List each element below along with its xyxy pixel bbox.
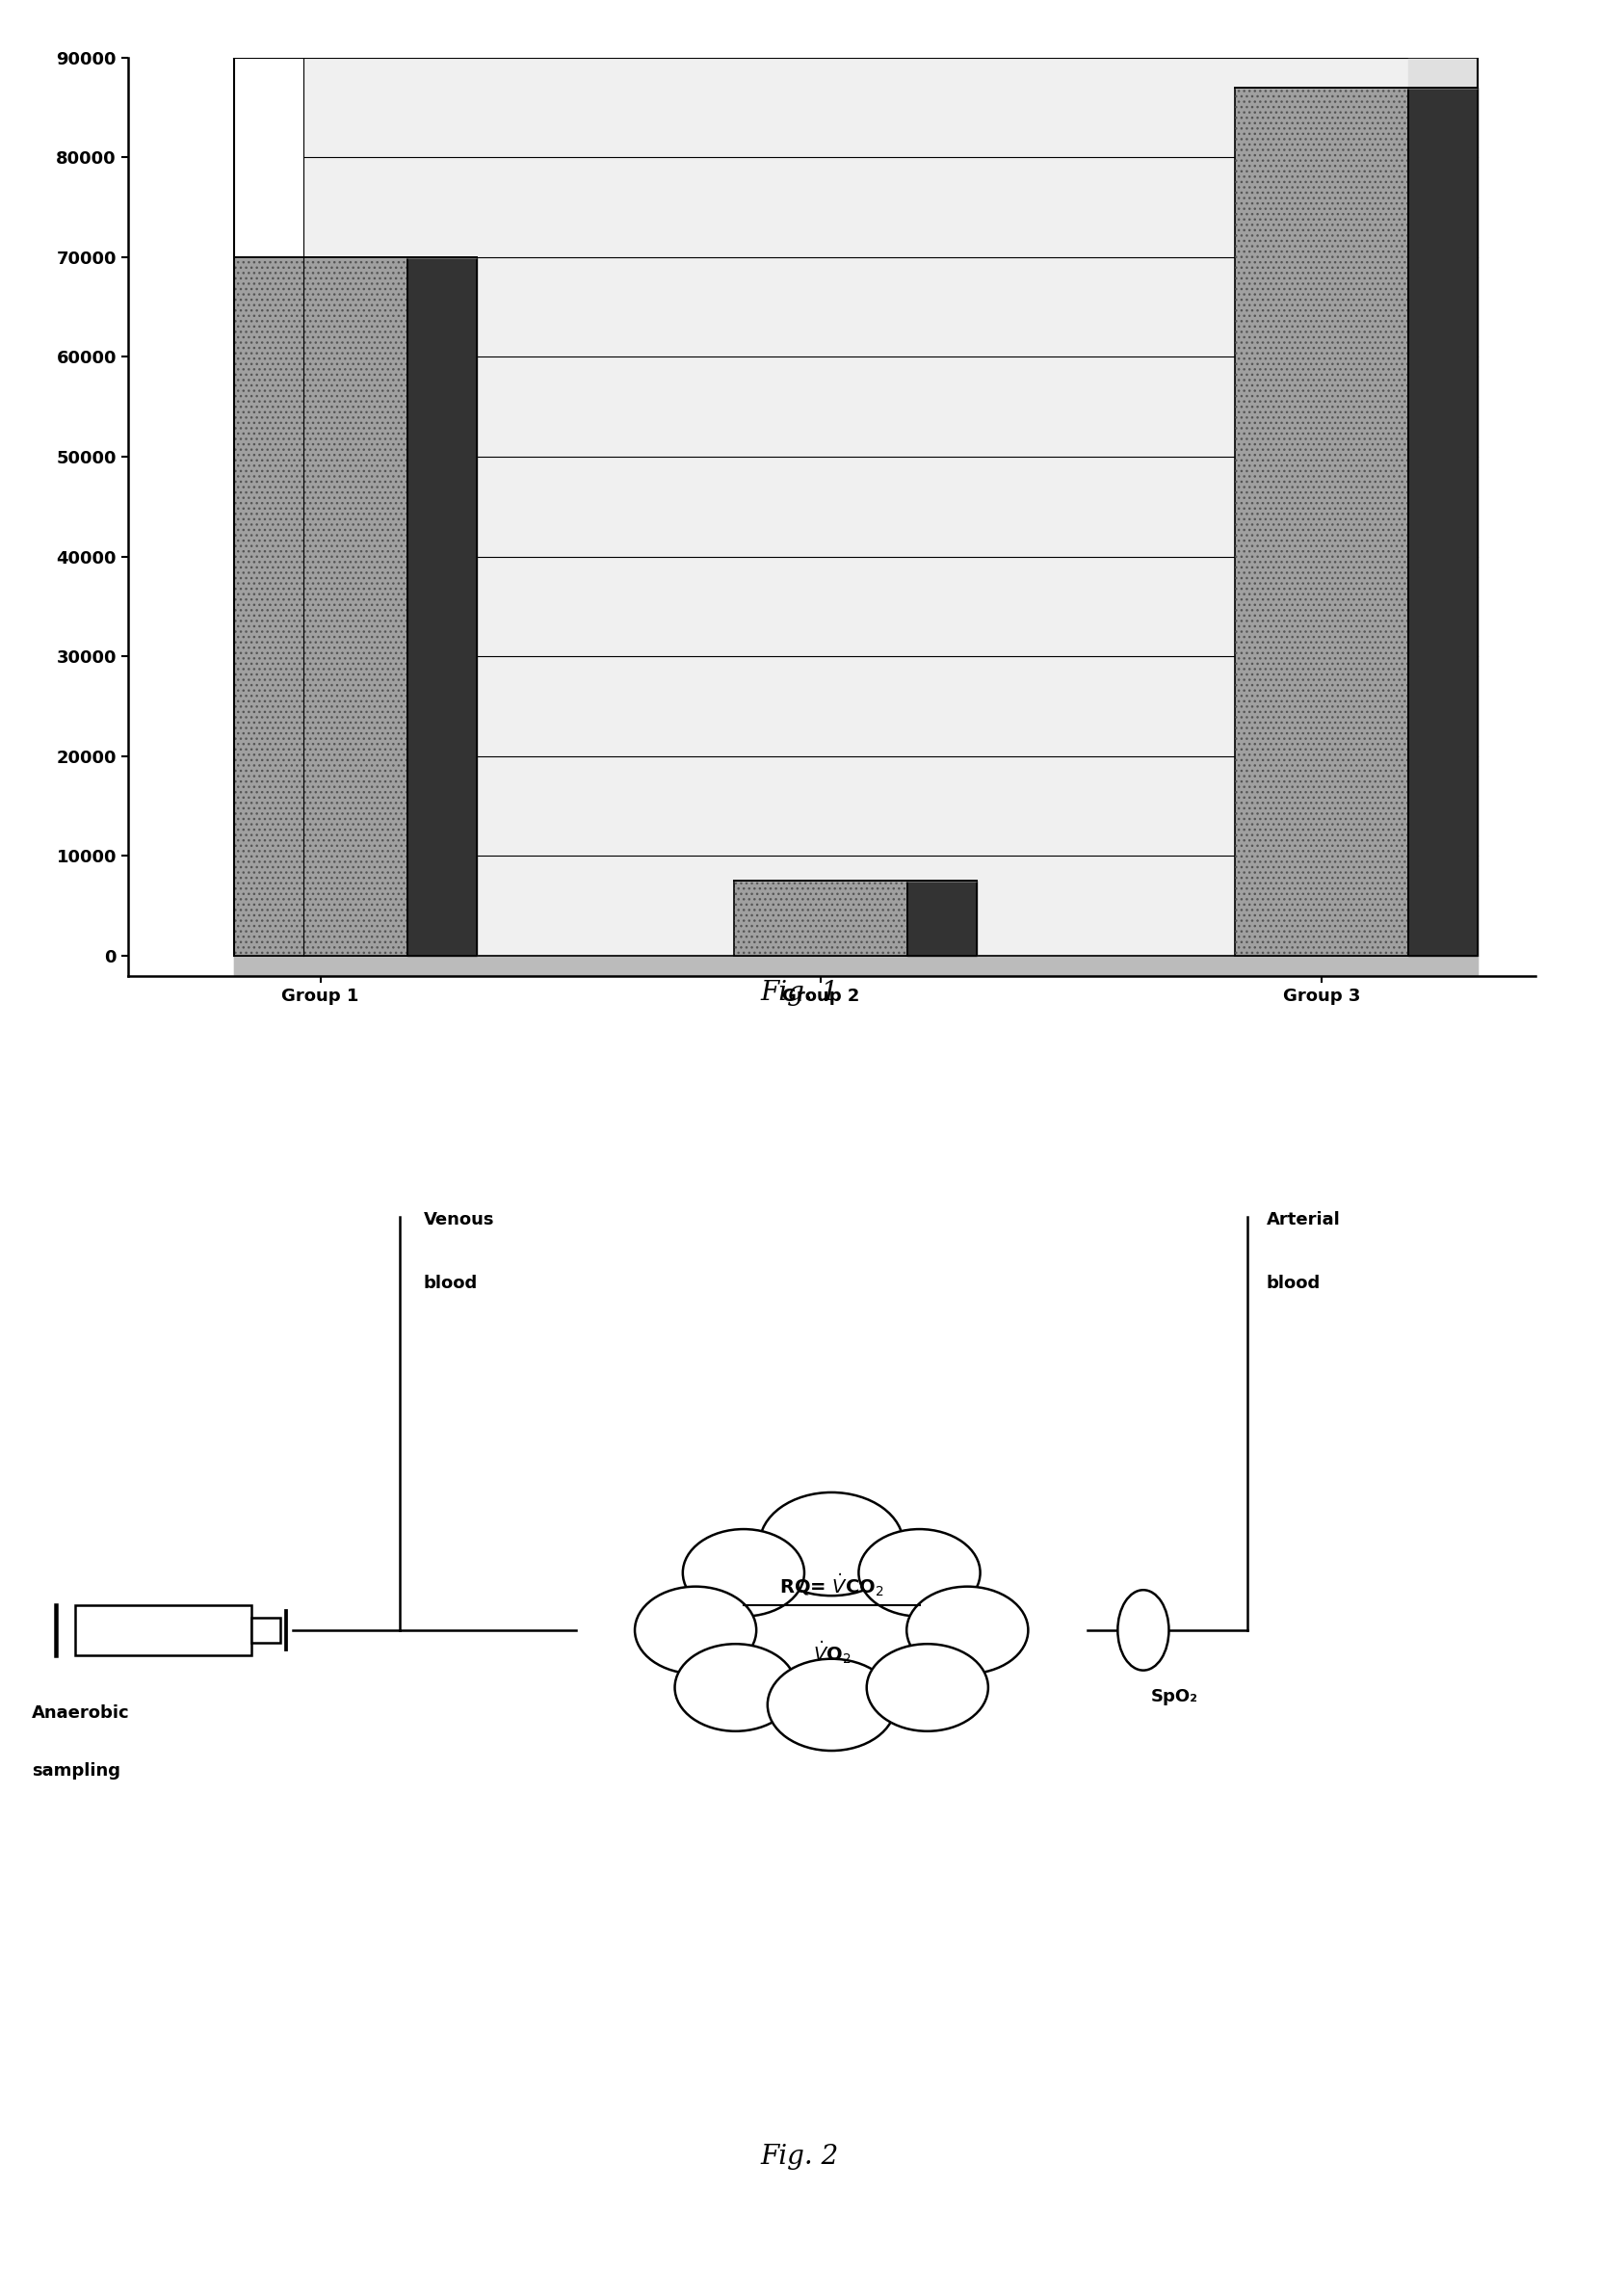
Circle shape xyxy=(859,1529,980,1616)
Circle shape xyxy=(907,1587,1028,1674)
Polygon shape xyxy=(908,882,977,955)
Polygon shape xyxy=(1409,57,1477,955)
Circle shape xyxy=(867,1644,988,1731)
Text: Fig. 1: Fig. 1 xyxy=(761,980,838,1006)
Text: blood: blood xyxy=(1266,1274,1321,1293)
Circle shape xyxy=(760,1492,903,1596)
Text: $\dot{V}$O$_2$: $\dot{V}$O$_2$ xyxy=(812,1639,851,1667)
Text: sampling: sampling xyxy=(32,1763,120,1779)
Polygon shape xyxy=(1409,87,1477,955)
Text: blood: blood xyxy=(424,1274,478,1293)
Text: Anaerobic: Anaerobic xyxy=(32,1704,130,1722)
FancyBboxPatch shape xyxy=(75,1605,251,1655)
FancyBboxPatch shape xyxy=(734,882,908,955)
Circle shape xyxy=(635,1587,756,1674)
Polygon shape xyxy=(233,955,1477,976)
Text: Venous: Venous xyxy=(424,1212,494,1228)
Circle shape xyxy=(675,1644,796,1731)
Circle shape xyxy=(768,1658,895,1750)
FancyBboxPatch shape xyxy=(233,257,408,955)
Polygon shape xyxy=(233,955,1477,976)
FancyBboxPatch shape xyxy=(251,1616,280,1644)
Text: Arterial: Arterial xyxy=(1266,1212,1340,1228)
Text: SpO₂: SpO₂ xyxy=(1151,1688,1199,1706)
Text: RQ= $\dot{V}$CO$_2$: RQ= $\dot{V}$CO$_2$ xyxy=(779,1570,884,1598)
Circle shape xyxy=(683,1529,804,1616)
Text: Fig. 2: Fig. 2 xyxy=(761,2144,838,2170)
Polygon shape xyxy=(304,57,1477,955)
Ellipse shape xyxy=(1118,1589,1169,1671)
Polygon shape xyxy=(408,257,477,955)
FancyBboxPatch shape xyxy=(1234,87,1409,955)
